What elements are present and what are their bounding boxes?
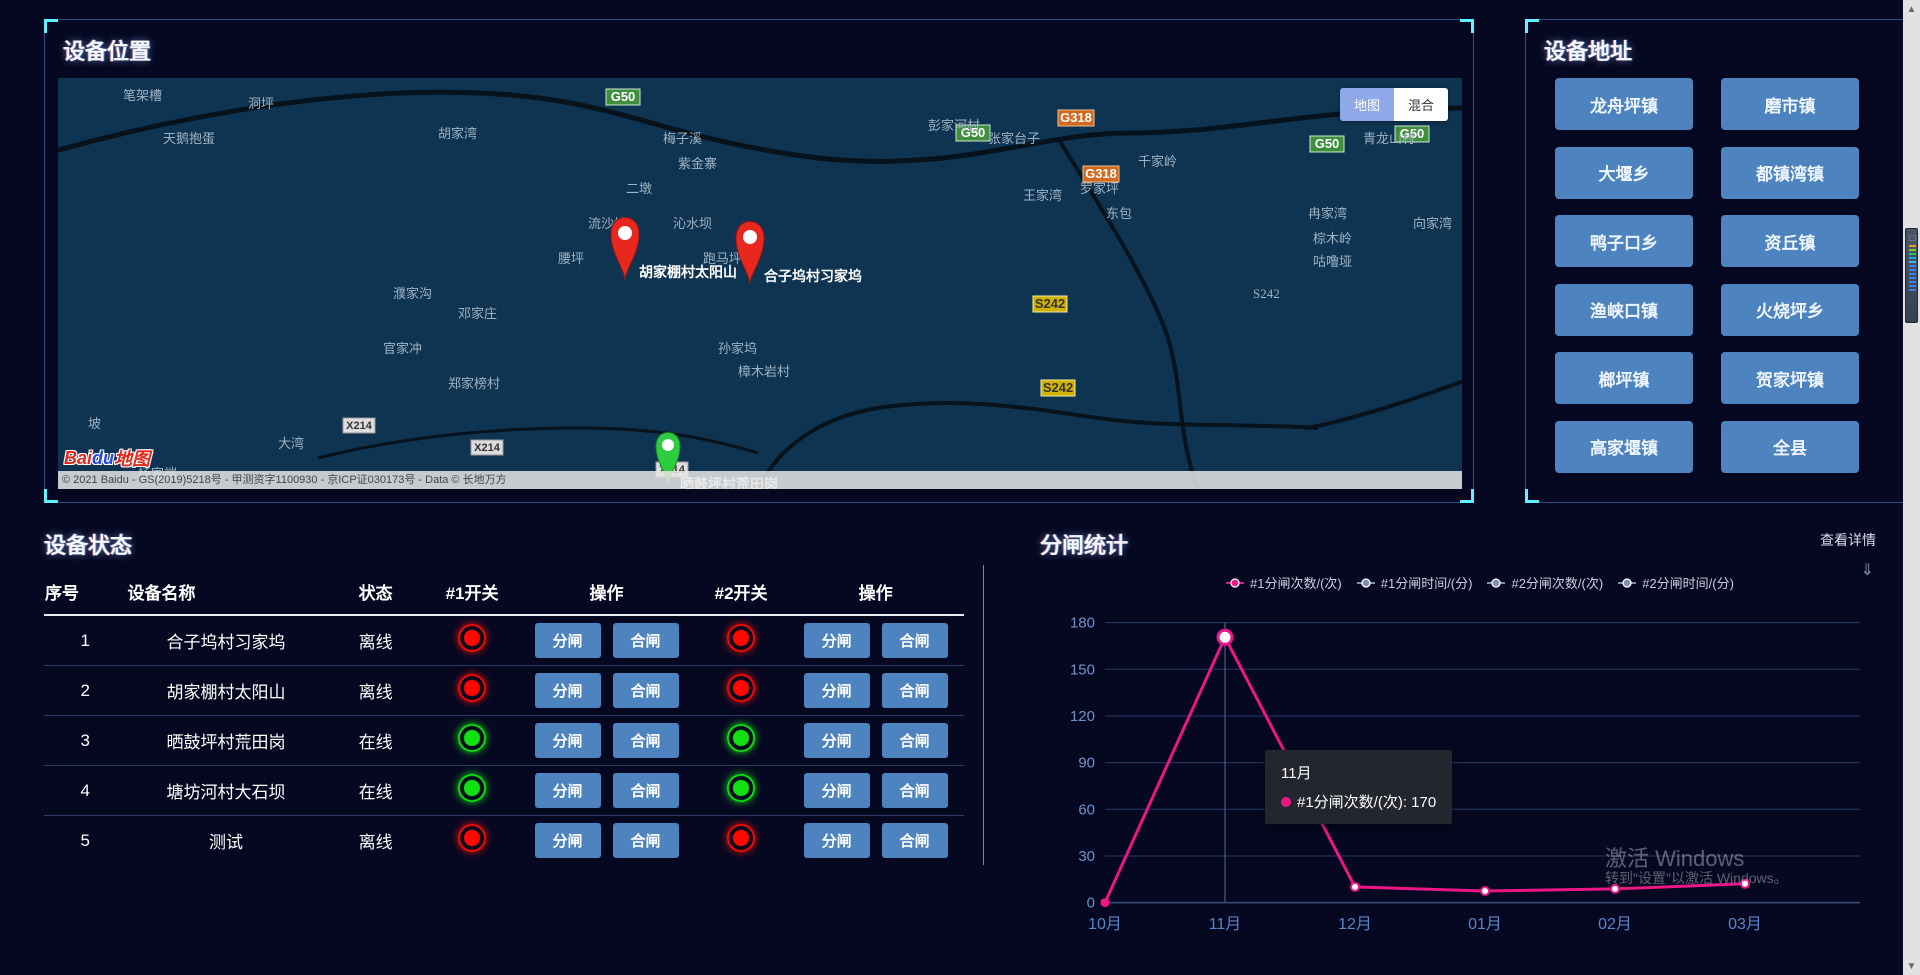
svg-text:棕木岭: 棕木岭 — [1313, 231, 1352, 246]
svg-text:官家冲: 官家冲 — [383, 341, 422, 356]
svg-text:03月: 03月 — [1728, 916, 1762, 933]
svg-text:洞坪: 洞坪 — [248, 96, 274, 111]
svg-text:千家岭: 千家岭 — [1138, 154, 1177, 169]
svg-text:罗家坪: 罗家坪 — [1080, 181, 1119, 196]
svg-text:彭家河村: 彭家河村 — [928, 118, 980, 133]
svg-text:G318: G318 — [1060, 110, 1092, 125]
svg-text:笔架槽: 笔架槽 — [123, 88, 162, 103]
svg-text:孙家坞: 孙家坞 — [718, 341, 757, 356]
svg-text:大湾: 大湾 — [278, 436, 304, 451]
svg-text:邓家庄: 邓家庄 — [458, 306, 497, 321]
svg-text:60: 60 — [1078, 801, 1095, 818]
svg-text:二墩: 二墩 — [626, 181, 652, 196]
svg-text:01月: 01月 — [1468, 916, 1502, 933]
svg-text:0: 0 — [1087, 895, 1095, 912]
svg-text:梅子溪: 梅子溪 — [663, 131, 702, 146]
svg-text:坡: 坡 — [88, 416, 101, 431]
svg-text:S242: S242 — [1043, 380, 1073, 395]
svg-text:S242: S242 — [1253, 286, 1280, 301]
svg-text:10月: 10月 — [1088, 916, 1122, 933]
svg-text:王家湾: 王家湾 — [1023, 188, 1062, 203]
svg-text:沁水坝: 沁水坝 — [673, 216, 712, 231]
svg-text:天鹅抱蛋: 天鹅抱蛋 — [163, 131, 215, 146]
svg-text:东包: 东包 — [1106, 206, 1132, 221]
svg-text:X214: X214 — [346, 420, 373, 432]
svg-text:X214: X214 — [474, 442, 501, 454]
svg-text:腰坪: 腰坪 — [558, 251, 584, 266]
svg-text:冉家湾: 冉家湾 — [1308, 206, 1347, 221]
svg-text:11月: 11月 — [1209, 916, 1242, 933]
svg-text:濮家沟: 濮家沟 — [393, 286, 432, 301]
svg-text:胡家棚村太阳山: 胡家棚村太阳山 — [639, 264, 737, 280]
svg-text:合子坞村习家坞: 合子坞村习家坞 — [764, 268, 862, 284]
svg-text:郑家榜村: 郑家榜村 — [448, 376, 500, 391]
svg-text:紫金寨: 紫金寨 — [678, 156, 717, 171]
svg-text:青龙山村: 青龙山村 — [1363, 131, 1415, 146]
svg-text:G318: G318 — [1085, 166, 1117, 181]
svg-text:180: 180 — [1070, 615, 1095, 632]
svg-text:胡家湾: 胡家湾 — [438, 126, 477, 141]
svg-text:张家台子: 张家台子 — [988, 131, 1040, 146]
svg-text:S242: S242 — [1035, 296, 1065, 311]
svg-text:120: 120 — [1070, 708, 1095, 725]
svg-text:向家湾: 向家湾 — [1413, 216, 1452, 231]
svg-text:12月: 12月 — [1338, 916, 1372, 933]
svg-text:G50: G50 — [1315, 136, 1340, 151]
svg-text:樟木岩村: 樟木岩村 — [738, 364, 790, 379]
svg-text:咕噜垭: 咕噜垭 — [1313, 254, 1352, 269]
svg-text:90: 90 — [1078, 755, 1095, 772]
svg-text:150: 150 — [1070, 661, 1095, 678]
svg-text:G50: G50 — [611, 89, 636, 104]
svg-text:30: 30 — [1078, 848, 1095, 865]
svg-text:02月: 02月 — [1598, 916, 1632, 933]
